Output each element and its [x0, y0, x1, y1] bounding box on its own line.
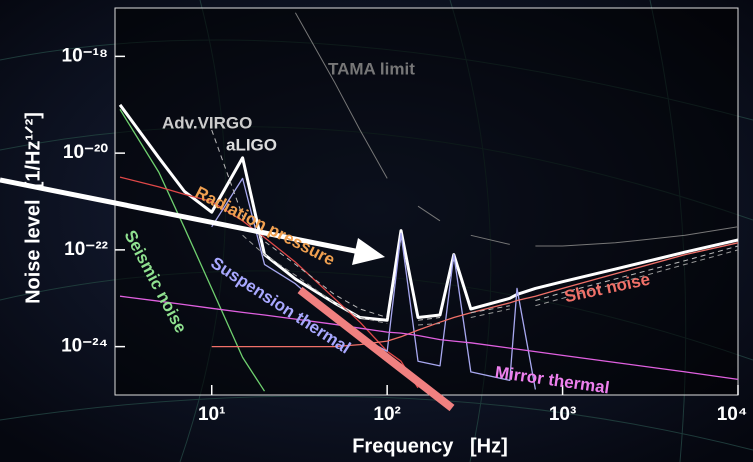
- x-tick-label: 10⁴: [717, 404, 748, 425]
- y-axis-label: Noise level [1/Hz¹ᐟ²]: [22, 112, 44, 304]
- series-line: [211, 129, 738, 321]
- series-line: [211, 177, 537, 390]
- y-tick-label: 10⁻²⁴: [61, 336, 108, 357]
- x-tick-label: 10¹: [198, 404, 225, 425]
- arrow-shaft: [0, 177, 361, 255]
- series-line: [294, 12, 738, 247]
- highlight-bar: [297, 286, 455, 412]
- series-line: [118, 103, 738, 322]
- plot: [118, 12, 738, 392]
- series-line: [119, 109, 266, 392]
- y-tick-label: 10⁻¹⁸: [62, 45, 108, 66]
- x-tick-label: 10³: [549, 404, 576, 425]
- series-label: aLIGO: [226, 135, 277, 154]
- series-line: [119, 295, 738, 381]
- series-line: [242, 234, 738, 326]
- series-label: TAMA limit: [328, 59, 415, 78]
- arrow-head: [352, 238, 385, 265]
- series-line: [211, 242, 738, 348]
- x-tick-label: 10²: [373, 404, 400, 425]
- series-label: Adv.VIRGO: [162, 113, 252, 132]
- x-axis-label: Frequency [Hz]: [352, 435, 508, 457]
- series-line: [119, 176, 419, 389]
- y-tick-label: 10⁻²²: [64, 239, 108, 260]
- y-tick-label: 10⁻²⁰: [63, 142, 108, 163]
